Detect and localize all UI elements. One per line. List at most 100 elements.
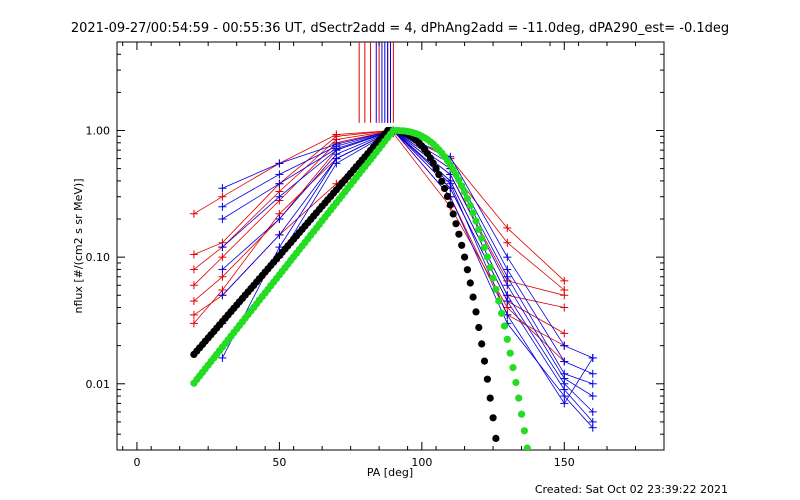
red-series-line	[193, 130, 565, 296]
green-model-point	[458, 182, 466, 190]
blue-series-line	[222, 130, 594, 423]
red-series-line	[193, 130, 565, 282]
vertical-markers	[358, 42, 394, 123]
blue-data-point	[218, 265, 227, 274]
green-model-point	[492, 285, 500, 293]
red-data-point	[189, 297, 198, 306]
black-model-point	[435, 171, 443, 179]
green-model-point	[500, 322, 509, 330]
red-series-line	[193, 132, 565, 362]
black-model-point	[455, 230, 463, 238]
green-model-point	[466, 202, 474, 210]
black-model-point	[452, 220, 460, 228]
x-tick-label: 150	[554, 456, 575, 469]
blue-data-point	[218, 243, 227, 252]
blue-data-point	[588, 392, 597, 401]
blue-data-point	[218, 291, 227, 300]
y-tick-label: 1.00	[86, 125, 111, 138]
green-model-point	[520, 427, 529, 435]
blue-data-point	[588, 369, 597, 378]
red-data-point	[560, 303, 569, 312]
x-tick-label: 50	[272, 456, 286, 469]
red-data-point	[189, 310, 198, 319]
blue-data-point	[218, 353, 227, 362]
blue-data-point	[503, 253, 512, 262]
green-model-point	[480, 243, 489, 251]
green-model-point	[509, 364, 517, 372]
red-data-point	[189, 319, 198, 328]
green-model-point	[452, 171, 460, 179]
black-model-point	[480, 357, 489, 365]
blue-data-point	[275, 170, 284, 179]
blue-data-point	[332, 154, 341, 163]
axes: 0 50 100 150 0.01 0.10 1.00	[86, 42, 664, 469]
red-data-point	[218, 253, 227, 262]
chart-title: 2021-09-27/00:54:59 - 00:55:36 UT, dSect…	[71, 21, 729, 36]
blue-data-point	[588, 379, 597, 388]
green-model-point	[503, 335, 511, 343]
black-model-point	[446, 201, 454, 209]
black-model-point	[478, 340, 486, 348]
red-data-point	[189, 250, 198, 259]
blue-data-point	[503, 281, 512, 290]
green-model-point	[455, 176, 463, 184]
green-model-point	[478, 234, 486, 242]
blue-data-point	[275, 159, 284, 168]
series-layer	[189, 126, 597, 432]
x-tick-label: 0	[133, 456, 140, 469]
green-model-point	[475, 225, 483, 233]
green-model-point	[461, 188, 469, 196]
black-model-point	[492, 434, 500, 442]
blue-data-point	[503, 297, 512, 306]
x-axis-label: PA [deg]	[367, 466, 413, 479]
black-model-point	[489, 414, 497, 422]
blue-series-line	[222, 130, 594, 397]
blue-data-point	[275, 192, 284, 201]
x-tick-label: 100	[411, 456, 432, 469]
black-model-point	[443, 192, 452, 200]
blue-data-point	[275, 215, 284, 224]
blue-data-point	[275, 179, 284, 188]
black-model-point	[461, 253, 469, 261]
red-data-point	[560, 329, 569, 338]
black-model-point	[441, 184, 449, 193]
red-series-line	[193, 130, 565, 291]
black-model-point	[483, 375, 491, 383]
red-data-point	[189, 209, 198, 218]
black-model-point	[472, 308, 480, 316]
blue-data-point	[560, 399, 569, 408]
y-axis-label: nflux [#/(cm2 s sr MeV)]	[72, 179, 85, 314]
green-model-point	[515, 394, 523, 402]
black-model-point	[458, 241, 466, 249]
blue-series-line	[222, 130, 594, 405]
y-tick-label: 0.01	[86, 378, 111, 391]
blue-data-point	[588, 407, 597, 416]
blue-data-point	[446, 179, 455, 188]
red-data-point	[189, 281, 198, 290]
blue-data-point	[218, 202, 227, 211]
black-model-point	[495, 456, 502, 463]
red-data-point	[218, 192, 227, 201]
green-model-point	[506, 349, 514, 357]
green-model-point	[495, 297, 503, 305]
red-data-point	[218, 272, 227, 281]
green-model-point	[486, 263, 494, 271]
black-model-point	[449, 210, 457, 218]
green-model-point	[518, 410, 526, 418]
black-model-point	[486, 394, 494, 402]
red-data-point	[503, 238, 512, 247]
green-model-point	[469, 209, 477, 217]
green-model-point	[523, 444, 531, 450]
blue-data-point	[218, 184, 227, 193]
blue-data-point	[560, 357, 569, 366]
blue-data-point	[503, 272, 512, 281]
model-curves	[190, 126, 531, 463]
black-model-point	[463, 266, 471, 274]
green-model-point	[489, 274, 497, 282]
blue-data-point	[588, 353, 597, 362]
y-tick-label: 0.10	[86, 251, 111, 264]
black-model-point	[469, 293, 477, 301]
blue-data-point	[560, 392, 569, 401]
black-model-point	[438, 177, 446, 185]
